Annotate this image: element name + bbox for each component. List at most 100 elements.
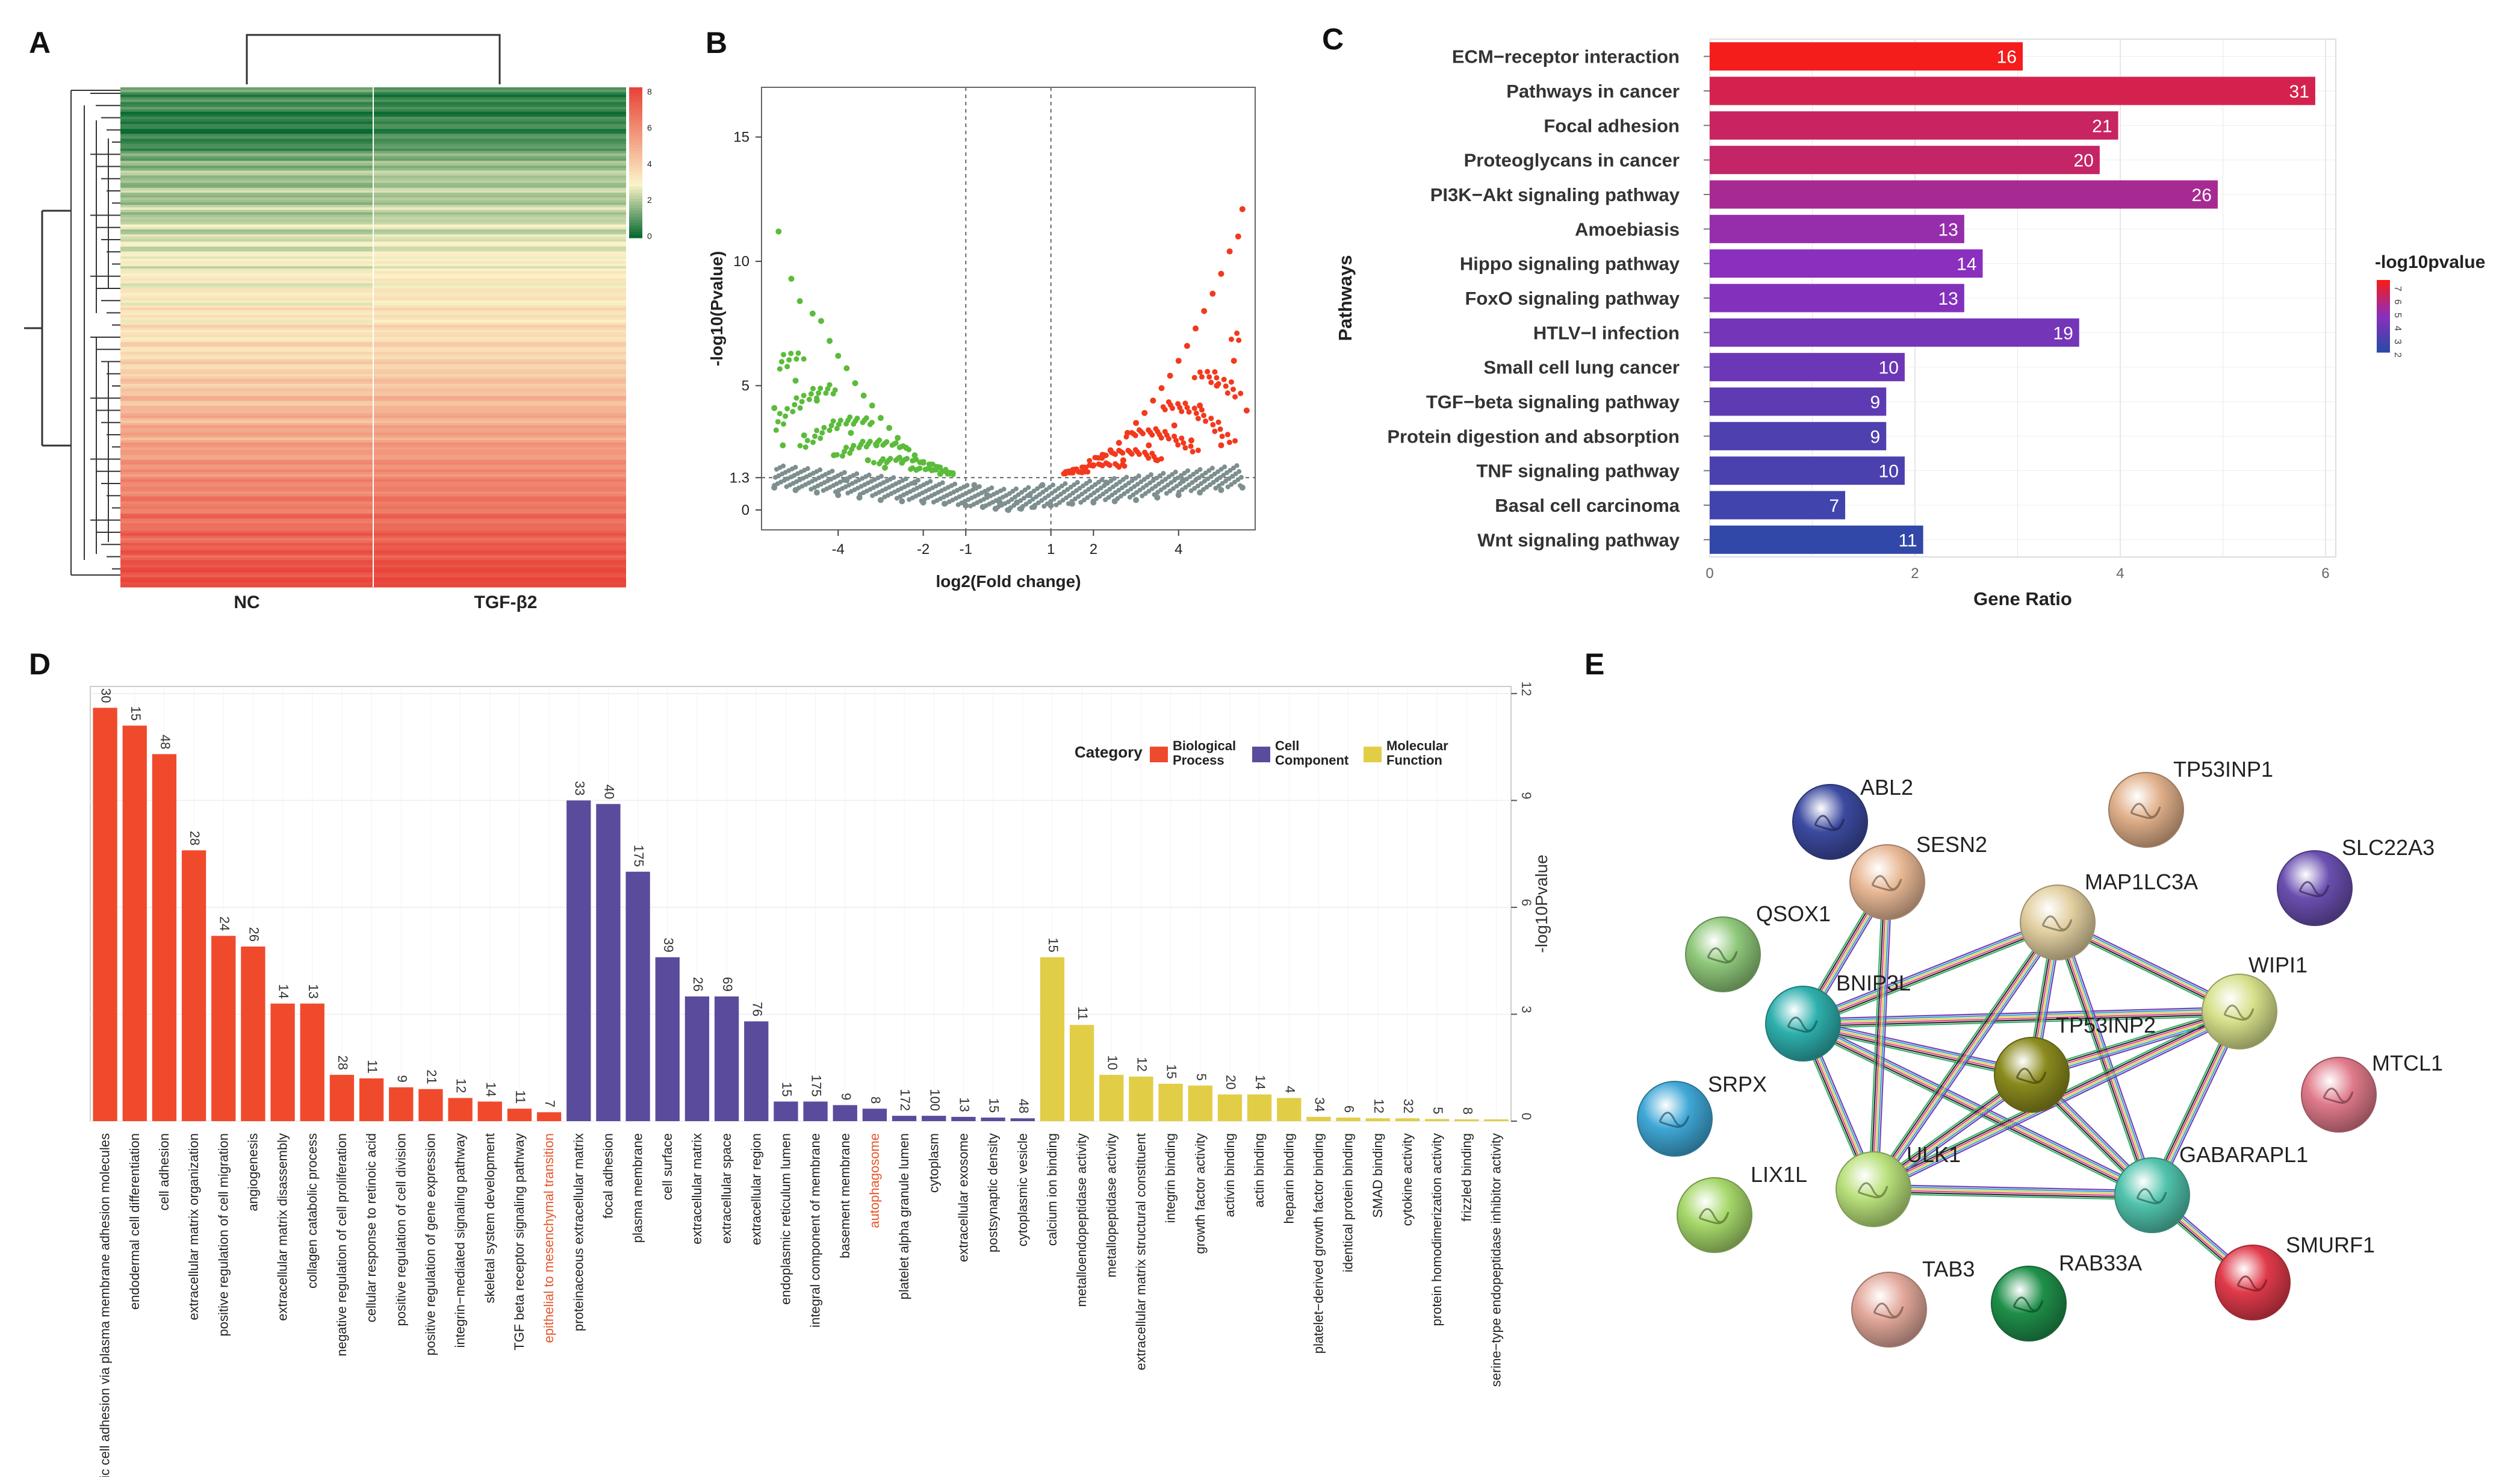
point-down-regulated [796,298,803,305]
point-up-regulated [1214,382,1220,389]
go-term-label: metallopeptidase activity [1103,1133,1119,1278]
pathway-bar-count: 13 [1938,220,1958,240]
point-not-significant [1220,480,1225,486]
heatmap-cell [373,352,626,355]
point-down-regulated [793,395,799,401]
point-up-regulated [1232,394,1238,400]
point-not-significant [1084,480,1089,486]
heatmap-cell [120,166,373,169]
heatmap-cell [120,415,373,418]
heatmap-cell [120,226,373,230]
point-down-regulated [775,228,782,235]
legend-tick-label: 5 [2392,313,2403,318]
point-up-regulated [1079,464,1085,470]
heatmap-cell [120,354,373,358]
pathway-bar-count: 31 [2289,82,2309,102]
point-not-significant [1072,482,1077,488]
point-not-significant [1235,477,1241,482]
point-not-significant [1155,490,1161,495]
go-bar-count: 14 [276,984,291,998]
network-edge [1804,1019,2155,1192]
point-not-significant [1191,471,1196,477]
colorbar-swatch [629,208,642,211]
point-down-regulated [934,467,940,473]
heatmap-cell [120,420,373,424]
volcano-plot-area [761,87,1256,530]
heatmap-cell [373,479,626,482]
point-down-regulated [910,465,916,471]
go-term-label: integral component of membrane [808,1133,823,1328]
point-not-significant [1204,484,1209,490]
go-bar-count: 21 [424,1069,439,1084]
go-bar [329,1075,355,1121]
pathway-label: Proteoglycans in cancer [1464,150,1680,171]
point-up-regulated [1129,430,1135,436]
heatmap-cell [120,371,373,375]
heatmap-cell [120,374,373,377]
go-term-label: collagen catabolic process [305,1133,320,1289]
point-up-regulated [1103,460,1109,466]
heatmap-cell [120,411,373,414]
heatmap-cell [120,155,373,159]
legend-gradient-swatch [2377,311,2390,314]
heatmap-cell [373,246,626,250]
go-bar-count: 172 [898,1089,913,1111]
heatmap-cell [373,386,626,390]
y-axis-label: Pathways [1335,255,1356,341]
point-not-significant [1193,477,1199,483]
point-not-significant [1141,485,1146,490]
point-not-significant [984,492,990,499]
point-not-significant [1005,506,1011,513]
point-down-regulated [777,366,783,372]
point-up-regulated [1133,420,1140,426]
heatmap-cell [373,396,626,399]
point-not-significant [1037,492,1042,497]
point-not-significant [1111,484,1116,490]
colorbar-swatch [629,190,642,193]
heatmap-cell [120,138,373,142]
point-not-significant [1016,492,1021,497]
point-not-significant [1164,491,1169,496]
point-down-regulated [792,402,798,408]
colorbar-swatch [629,196,642,199]
point-down-regulated [806,396,812,402]
point-up-regulated [1136,427,1142,433]
network-edge [1869,919,2055,1187]
point-not-significant [877,497,884,503]
heatmap-cell [373,553,626,556]
point-not-significant [1186,482,1191,488]
go-bar-count: 28 [335,1056,350,1070]
point-not-significant [1064,495,1069,500]
colorbar-swatch [629,187,642,190]
network-edge [1802,1025,2032,1078]
go-bar [1336,1118,1361,1121]
heatmap-cell [373,129,626,132]
point-not-significant [1156,481,1161,487]
point-not-significant [1213,485,1218,491]
heatmap-cell [373,288,626,291]
heatmap-cell [373,237,626,240]
heatmap-cell [120,489,373,492]
heatmap-cell [120,506,373,509]
heatmap-cell [373,303,626,306]
point-not-significant [1078,500,1084,505]
heatmap-cell [373,138,626,142]
point-up-regulated [1195,447,1201,453]
heatmap-cell [120,408,373,411]
heatmap-cell [120,558,373,561]
point-up-regulated [1217,426,1223,432]
point-not-significant [989,485,995,491]
heatmap-cell [120,263,373,267]
heatmap-cell [373,521,626,524]
point-up-regulated [1182,445,1188,451]
go-bar [359,1078,384,1121]
go-term-label: cell adhesion [157,1133,172,1210]
go-bar-count: 15 [1164,1064,1179,1078]
point-not-significant [1218,467,1224,472]
legend-gradient-swatch [2377,294,2390,297]
heatmap-cell [373,579,626,583]
pathway-bar [1710,42,2023,71]
go-bar-count: 11 [513,1090,528,1104]
heatmap-cell [120,334,373,338]
network-edge [1873,1189,2152,1197]
